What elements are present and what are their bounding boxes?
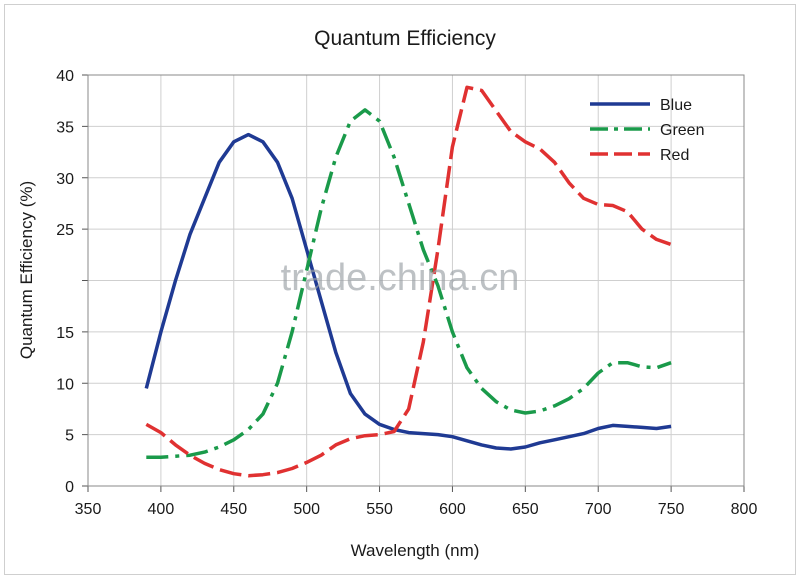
legend-label-red: Red bbox=[660, 147, 689, 164]
y-tick-label: 35 bbox=[56, 119, 74, 136]
x-tick-label: 650 bbox=[512, 501, 539, 518]
series-line-blue bbox=[144, 132, 672, 451]
series-line-green bbox=[146, 108, 672, 459]
legend-label-blue: Blue bbox=[660, 97, 692, 114]
axes bbox=[82, 74, 745, 492]
x-tick-label: 800 bbox=[731, 501, 758, 518]
y-tick-label: 25 bbox=[56, 222, 74, 239]
y-tick-label: 10 bbox=[56, 376, 74, 393]
watermark-text: trade.china.cn bbox=[281, 257, 520, 299]
x-tick-label: 350 bbox=[75, 501, 102, 518]
y-tick-label: 0 bbox=[65, 479, 74, 496]
x-tick-label: 550 bbox=[366, 501, 393, 518]
y-tick-label: 40 bbox=[56, 68, 74, 85]
x-axis-title: Wavelength (nm) bbox=[351, 541, 480, 560]
x-tick-label: 700 bbox=[585, 501, 612, 518]
series-group bbox=[144, 85, 672, 478]
series-line-red bbox=[145, 85, 672, 478]
chart-title: Quantum Efficiency bbox=[314, 27, 496, 50]
x-tick-label: 400 bbox=[148, 501, 175, 518]
legend-label-green: Green bbox=[660, 122, 704, 139]
tick-labels: 350 400 450 500 550 600 650 700 750 800 0 5 10 15 25 30… bbox=[56, 68, 757, 518]
legend: Blue Green Red bbox=[590, 97, 704, 164]
x-tick-label: 500 bbox=[293, 501, 320, 518]
y-tick-label: 15 bbox=[56, 325, 74, 342]
y-tick-label: 30 bbox=[56, 171, 74, 188]
chart-frame bbox=[4, 4, 796, 575]
y-axis-title: Quantum Efficiency (%) bbox=[17, 181, 36, 359]
x-tick-label: 600 bbox=[439, 501, 466, 518]
y-tick-label: 5 bbox=[65, 428, 74, 445]
plot-area-border bbox=[87, 74, 745, 487]
x-tick-label: 450 bbox=[220, 501, 247, 518]
x-tick-label: 750 bbox=[658, 501, 685, 518]
